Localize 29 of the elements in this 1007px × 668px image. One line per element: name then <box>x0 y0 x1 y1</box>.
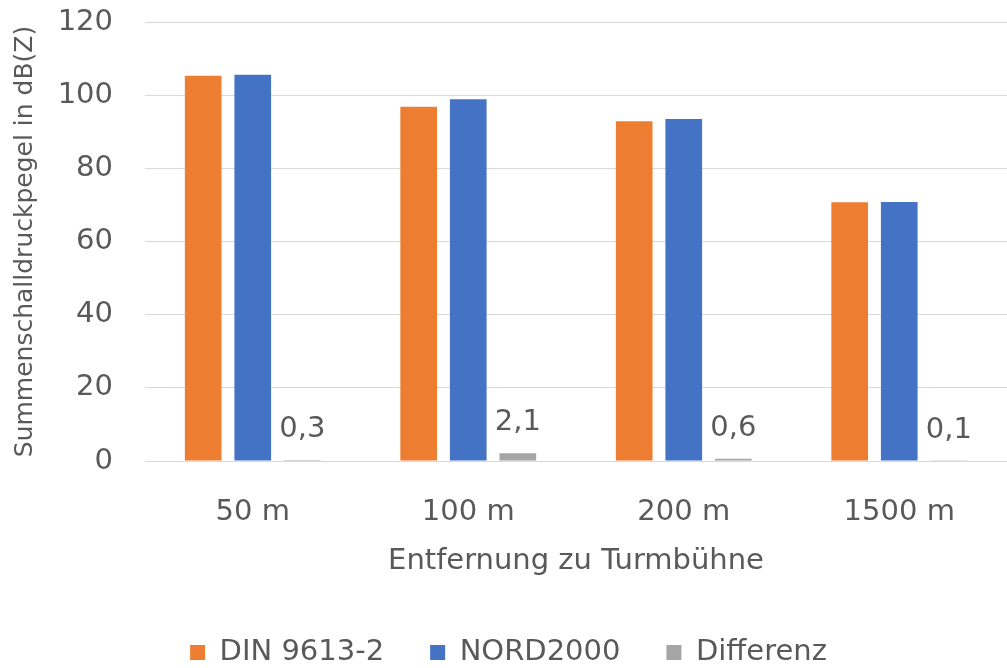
bar <box>449 99 487 461</box>
data-label: 0,3 <box>279 409 326 444</box>
data-label: 0,6 <box>710 408 757 443</box>
y-tick-label: 100 <box>57 75 113 110</box>
x-tick-label: 100 m <box>421 492 515 527</box>
y-tick-label: 120 <box>57 2 113 37</box>
y-tick-label: 40 <box>76 295 113 330</box>
bar <box>615 121 653 461</box>
bar <box>665 118 703 461</box>
bar <box>831 202 869 461</box>
y-tick-label: 60 <box>76 222 113 257</box>
y-tick-label: 0 <box>94 441 113 476</box>
data-label: 2,1 <box>494 403 541 438</box>
legend-label: Differenz <box>695 633 827 668</box>
x-tick-label: 50 m <box>215 492 290 527</box>
y-tick-label: 20 <box>76 368 113 403</box>
data-label: 0,1 <box>925 410 972 445</box>
x-tick-label: 1500 m <box>843 492 955 527</box>
bar <box>499 453 537 461</box>
legend-label: DIN 9613-2 <box>219 633 385 668</box>
y-tick-label: 80 <box>76 148 113 183</box>
bar <box>400 106 438 461</box>
bar <box>184 75 222 461</box>
legend-label: NORD2000 <box>459 633 621 668</box>
bar <box>234 74 272 461</box>
y-axis-title: Summenschalldruckpegel in dB(Z) <box>8 25 38 458</box>
x-axis-title: Entfernung zu Turmbühne <box>388 542 764 577</box>
bar <box>880 201 918 461</box>
x-tick-label: 200 m <box>637 492 731 527</box>
